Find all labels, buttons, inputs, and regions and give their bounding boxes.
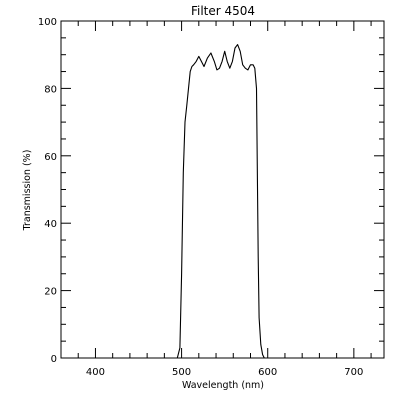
axis-ticks <box>60 20 384 359</box>
plot-frame <box>60 20 385 359</box>
tick-labels: 400 500 600 700 0 20 40 60 80 100 <box>38 17 363 378</box>
x-tick-label: 500 <box>172 367 191 378</box>
transmission-curve <box>61 44 384 359</box>
y-tick-label: 60 <box>44 152 57 163</box>
chart-title: Filter 4504 <box>191 4 255 18</box>
y-tick-label: 100 <box>38 17 57 28</box>
y-axis-label: Transmission (%) <box>22 150 33 232</box>
x-tick-label: 600 <box>258 367 277 378</box>
y-tick-label: 40 <box>44 219 57 230</box>
y-tick-label: 80 <box>44 84 57 95</box>
x-tick-label: 700 <box>344 367 363 378</box>
y-tick-label: 0 <box>51 354 57 365</box>
y-tick-label: 20 <box>44 287 57 298</box>
x-tick-label: 400 <box>86 367 105 378</box>
x-axis-label: Wavelength (nm) <box>182 380 264 391</box>
